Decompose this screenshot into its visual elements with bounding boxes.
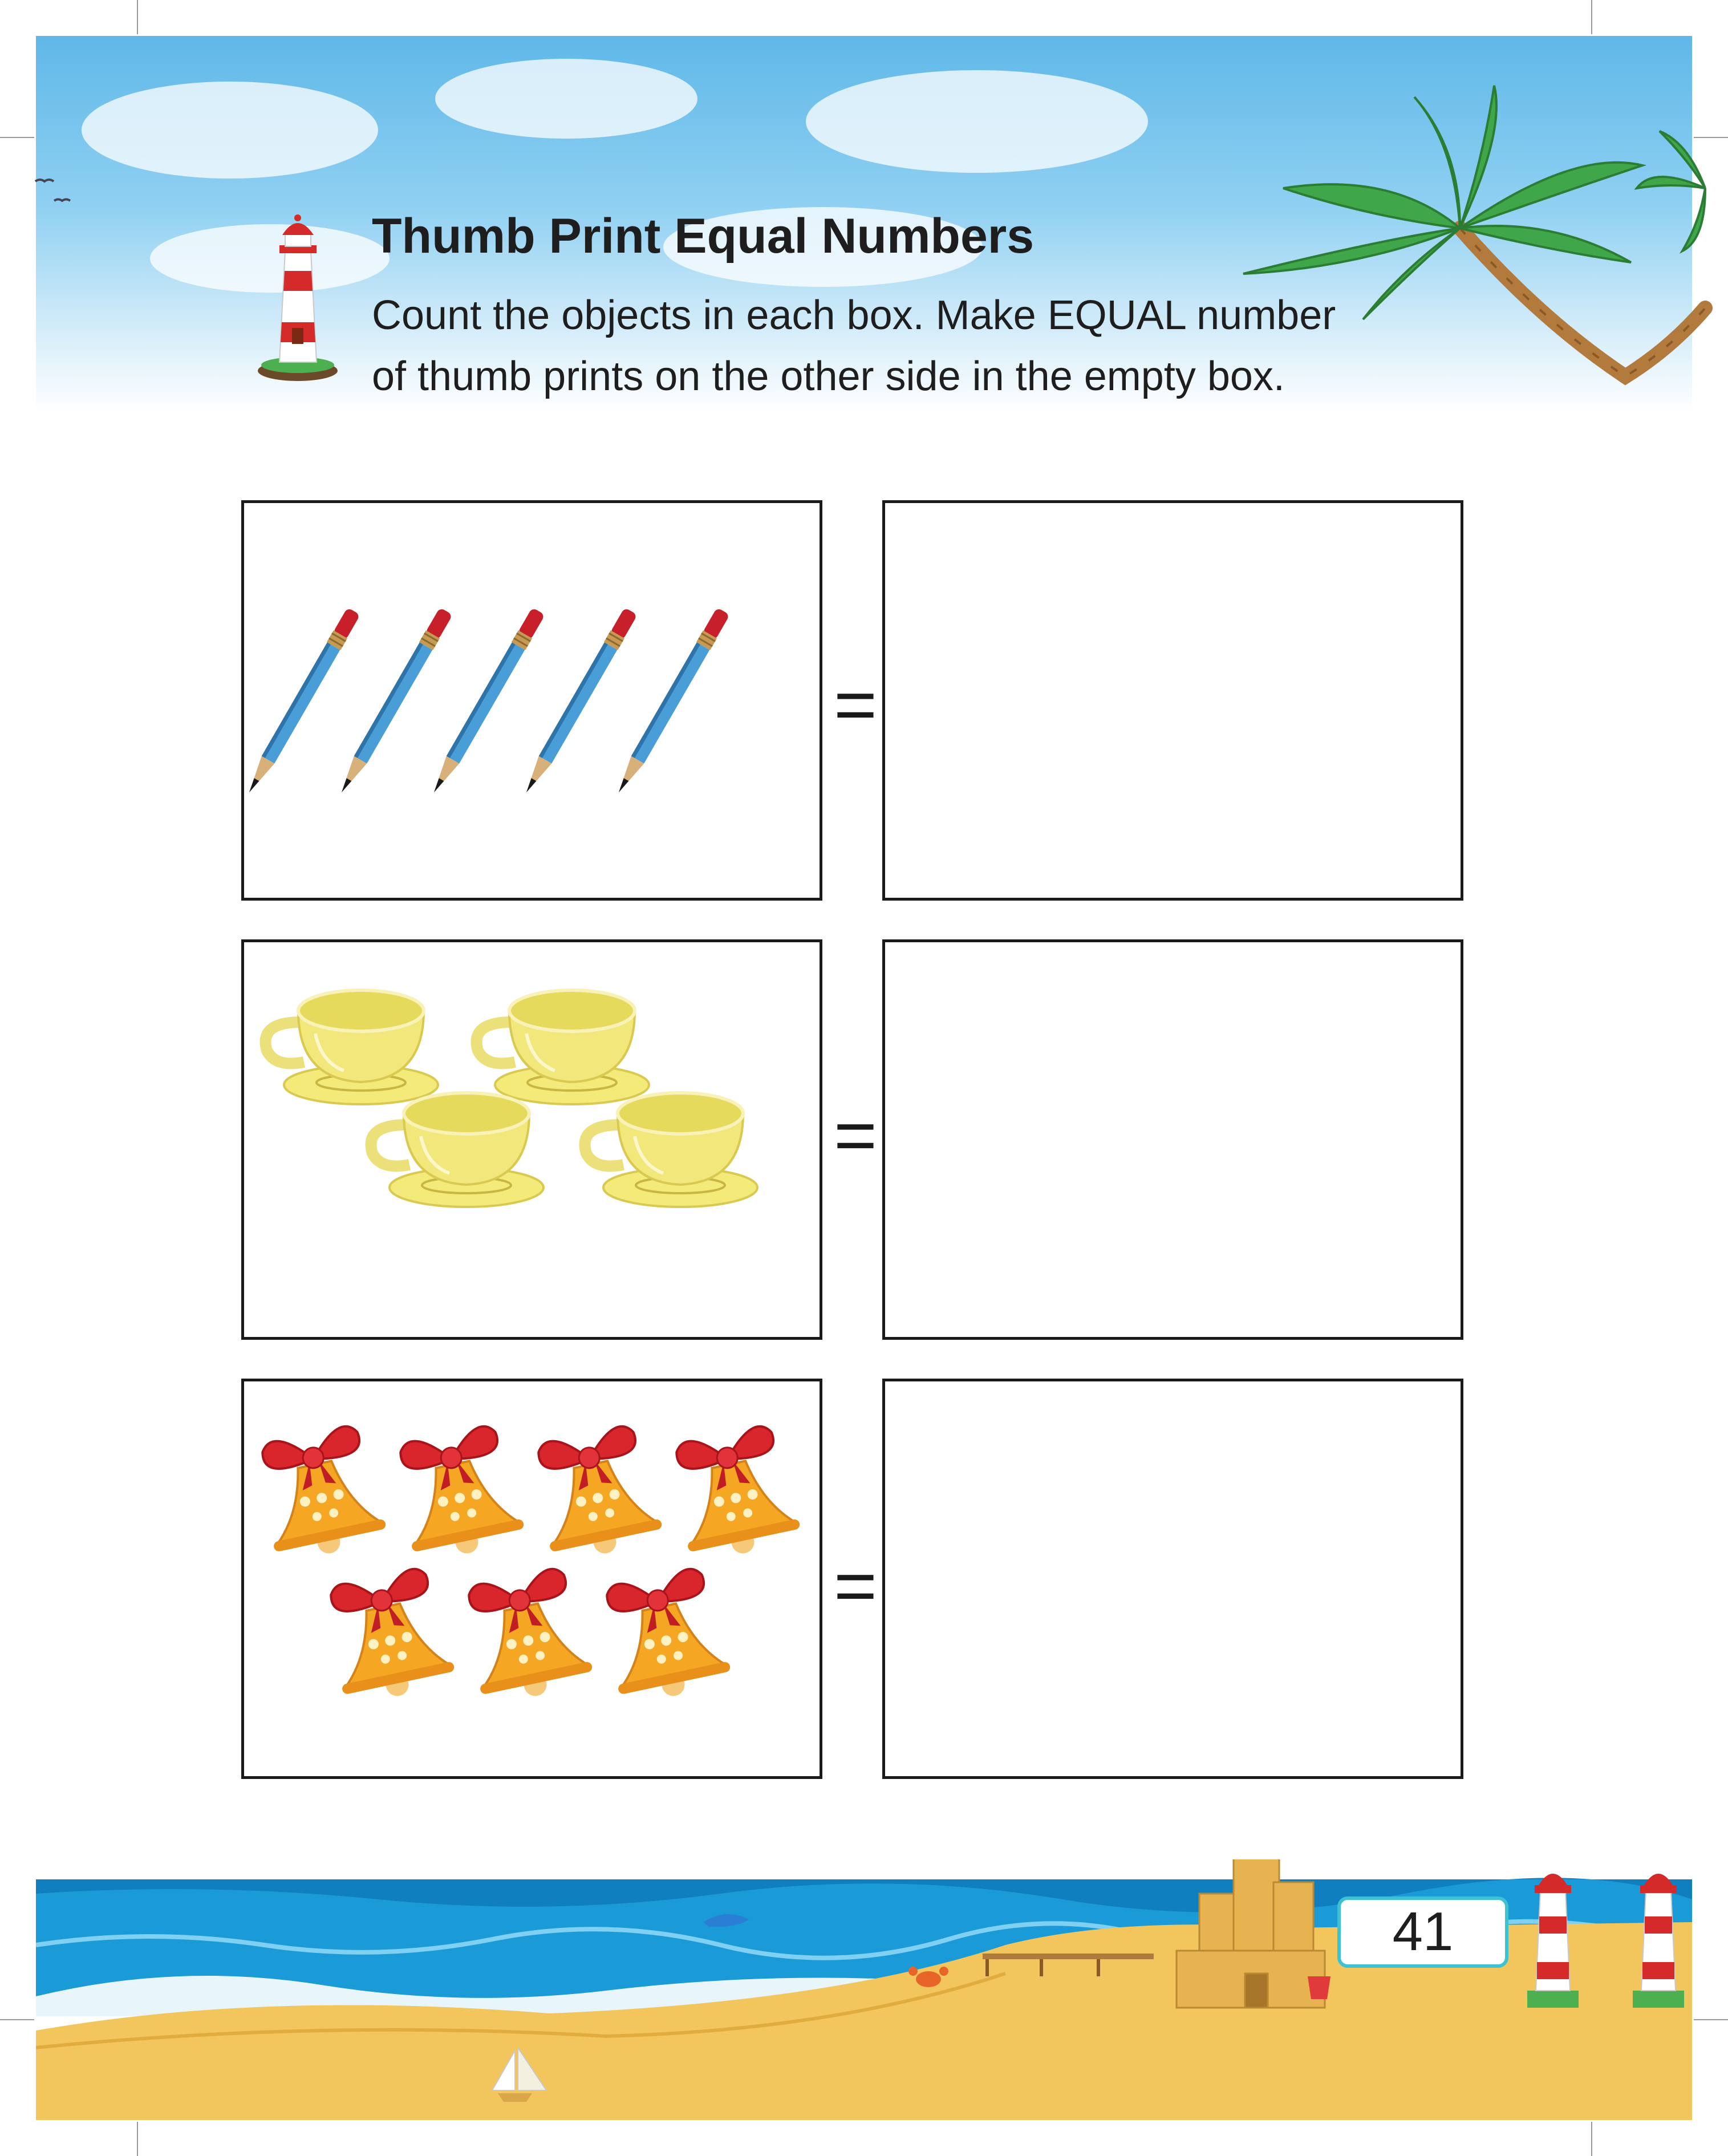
page-number: 41 (1337, 1896, 1508, 1968)
thumbprint-answer-box[interactable] (882, 500, 1463, 901)
lighthouse-icon (1527, 1874, 1579, 2008)
object-box (241, 1379, 822, 1779)
trim-mark (0, 2019, 34, 2020)
thumbprint-answer-box[interactable] (882, 1379, 1463, 1779)
teacup-icon (371, 1093, 544, 1207)
equals-sign: = (834, 1544, 877, 1627)
pencil-icon (426, 606, 547, 797)
object-box (241, 500, 822, 901)
bells-group (251, 1421, 805, 1708)
birds-icon (34, 179, 71, 202)
trim-mark (0, 137, 34, 138)
sailboat-icon (491, 2045, 547, 2102)
trim-mark (1694, 2019, 1728, 2020)
pencil-icon (611, 606, 732, 797)
pencils-group (241, 606, 732, 797)
instruction-line-1: Count the objects in each box. Make EQUA… (372, 293, 1336, 338)
equals-sign: = (834, 663, 877, 746)
bell-icon (595, 1563, 735, 1708)
pencil-icon (241, 606, 362, 797)
teacup-icon (266, 990, 439, 1104)
instruction-text: Count the objects in each box. Make EQUA… (372, 285, 1484, 407)
equals-sign: = (834, 1093, 877, 1177)
page-title: Thumb Print Equal Numbers (372, 209, 1035, 264)
dolphin-icon (703, 1914, 749, 1927)
bucket-icon (1308, 1976, 1331, 1999)
palm-tree-icon (1243, 85, 1713, 386)
teacup-icon (477, 990, 650, 1104)
teacup-icon (585, 1093, 758, 1207)
sandcastle-icon (1175, 1859, 1326, 2009)
bell-icon (527, 1421, 667, 1566)
object-box (241, 939, 822, 1340)
trim-mark (137, 0, 138, 34)
bell-icon (319, 1563, 459, 1708)
pier-icon (983, 1954, 1154, 1976)
trim-mark (137, 2122, 138, 2156)
trim-mark (1694, 137, 1728, 138)
teacups-group (244, 942, 820, 1337)
bell-icon (457, 1563, 597, 1708)
thumbprint-answer-box[interactable] (882, 939, 1463, 1340)
pencil-icon (518, 606, 639, 797)
instruction-line-2: of thumb prints on the other side in the… (372, 354, 1285, 399)
pencil-icon (334, 606, 455, 797)
bell-icon (251, 1421, 391, 1566)
bell-icon (389, 1421, 529, 1566)
crab-icon (908, 1967, 948, 1987)
bell-icon (665, 1421, 805, 1566)
lighthouse-icon (1633, 1874, 1684, 2008)
trim-mark (1591, 0, 1592, 34)
trim-mark (1591, 2122, 1592, 2156)
lighthouse-icon (258, 214, 338, 381)
